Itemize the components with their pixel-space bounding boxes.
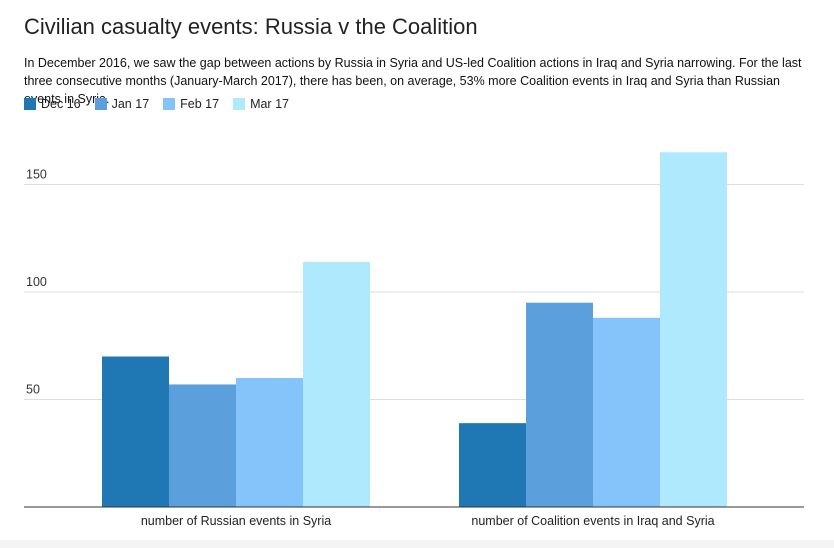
legend-item-dec-16[interactable]: Dec 16 <box>24 97 81 111</box>
bar-feb-17-coalition <box>593 317 660 507</box>
bar-jan-17-coalition <box>526 302 593 507</box>
bar-feb-17-russia <box>236 378 303 507</box>
bar-dec-16-coalition <box>459 423 526 507</box>
legend-swatch-dec-16 <box>24 98 36 110</box>
legend-item-mar-17[interactable]: Mar 17 <box>233 97 289 111</box>
legend-swatch-jan-17 <box>94 98 107 110</box>
legend-item-jan-17[interactable]: Jan 17 <box>94 97 150 111</box>
y-tick-label-100: 100 <box>26 275 47 289</box>
legend-label-mar-17: Mar 17 <box>250 97 289 111</box>
bar-mar-17-russia <box>303 261 370 507</box>
y-tick-label-150: 150 <box>26 168 47 182</box>
legend-swatch-feb-17 <box>163 98 176 110</box>
bar-dec-16-russia <box>102 356 169 507</box>
x-category-label-0: number of Russian events in Syria <box>141 514 331 528</box>
bottom-strip <box>0 540 834 548</box>
bar-jan-17-russia <box>169 384 236 507</box>
chart-title: Civilian casualty events: Russia v the C… <box>24 14 478 39</box>
legend-swatch-mar-17 <box>233 98 246 110</box>
y-tick-label-50: 50 <box>26 383 40 397</box>
x-category-label-1: number of Coalition events in Iraq and S… <box>471 514 714 528</box>
legend-label-jan-17: Jan 17 <box>111 97 150 111</box>
legend-label-feb-17: Feb 17 <box>180 97 220 111</box>
chart-subtitle: In December 2016, we saw the gap between… <box>24 56 802 106</box>
bar-mar-17-coalition <box>660 152 727 507</box>
legend: Dec 16 Jan 17 Feb 17 Mar 17 <box>24 97 303 111</box>
legend-label-dec-16: Dec 16 <box>41 97 81 111</box>
legend-item-feb-17[interactable]: Feb 17 <box>163 97 219 111</box>
